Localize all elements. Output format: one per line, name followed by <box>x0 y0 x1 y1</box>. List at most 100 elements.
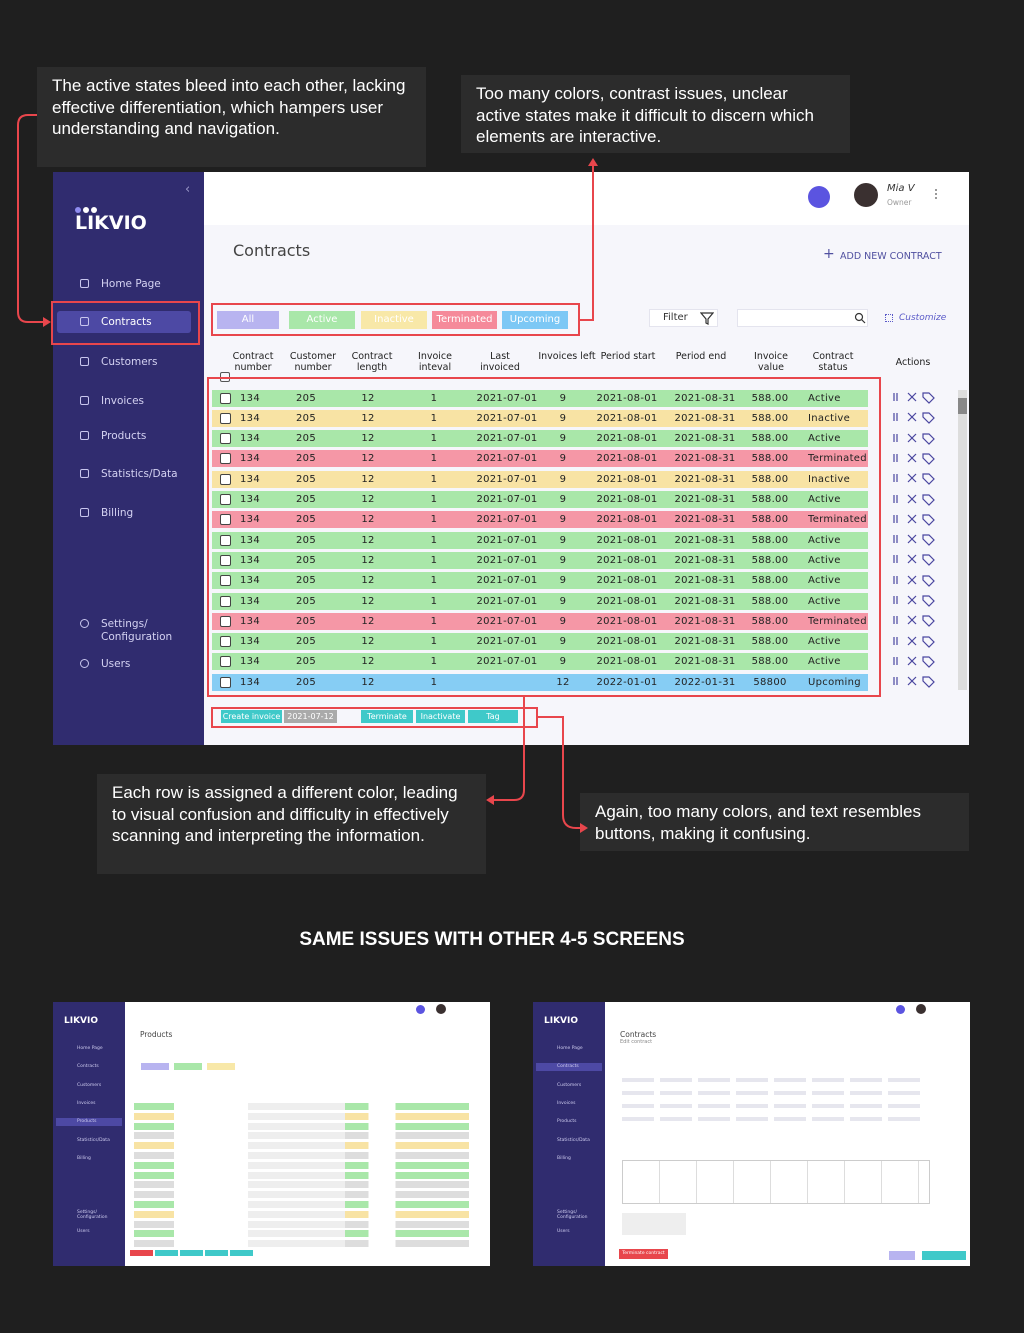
thumb-field <box>774 1104 806 1108</box>
avatar[interactable] <box>854 183 878 207</box>
row-checkbox[interactable] <box>220 575 231 587</box>
nav-icon <box>80 279 89 288</box>
table-row[interactable] <box>212 409 868 427</box>
table-row[interactable] <box>212 612 868 630</box>
row-checkbox[interactable] <box>220 453 231 465</box>
filter-tab[interactable]: Inactive <box>361 311 427 329</box>
row-actions[interactable] <box>890 613 940 628</box>
table-cell: 1 <box>430 514 438 526</box>
notification-bell[interactable] <box>808 186 830 208</box>
search-box[interactable] <box>737 309 868 327</box>
scrollbar-thumb[interactable] <box>958 398 967 414</box>
row-actions[interactable] <box>890 390 940 404</box>
table-cell: 12 <box>361 453 375 465</box>
table-row[interactable] <box>212 673 868 691</box>
row-actions[interactable] <box>890 410 940 425</box>
thumb-field <box>812 1078 844 1082</box>
row-actions[interactable] <box>890 634 940 648</box>
table-row[interactable] <box>212 592 868 610</box>
table-cell: 134 <box>240 473 260 485</box>
row-actions[interactable] <box>890 492 940 506</box>
row-actions[interactable] <box>890 552 940 567</box>
row-actions[interactable] <box>890 512 940 526</box>
row-checkbox[interactable] <box>220 392 231 404</box>
row-checkbox[interactable] <box>220 412 231 424</box>
row-checkbox[interactable] <box>220 473 231 485</box>
add-contract-button[interactable]: ADD NEW CONTRACT <box>840 251 942 262</box>
table-row[interactable] <box>212 491 868 508</box>
footer-button[interactable]: Create invoice <box>221 710 282 723</box>
row-actions[interactable] <box>890 593 940 607</box>
table-cell: 2021-07-01 <box>476 595 538 607</box>
footer-button[interactable]: Terminate <box>361 710 413 723</box>
table-cell: 2021-08-31 <box>674 656 736 668</box>
row-checkbox[interactable] <box>220 676 231 688</box>
table-row[interactable] <box>212 531 868 549</box>
table-cell: 9 <box>559 534 567 546</box>
row-actions[interactable] <box>890 573 940 587</box>
table-row[interactable] <box>212 389 868 407</box>
row-checkbox[interactable] <box>220 433 231 445</box>
collapse-icon[interactable]: ‹ <box>185 182 191 197</box>
table-cell: 134 <box>240 534 260 546</box>
table-cell: 2021-08-31 <box>674 494 736 505</box>
table-cell: 1 <box>430 433 438 445</box>
nav-item[interactable]: Home Page <box>101 278 161 290</box>
table-cell: 134 <box>240 595 260 607</box>
footer-button[interactable]: Inactivate <box>416 710 465 723</box>
nav-item[interactable]: Statistics/Data <box>101 468 178 480</box>
row-actions[interactable] <box>890 451 940 465</box>
table-row[interactable] <box>212 430 868 448</box>
row-actions[interactable] <box>890 654 940 668</box>
thumb-nav-item: Statistics/Data <box>557 1137 590 1143</box>
filter-tab[interactable]: Terminated <box>432 311 497 329</box>
table-cell: 2021-08-31 <box>674 433 736 445</box>
row-checkbox[interactable] <box>220 494 231 505</box>
row-checkbox[interactable] <box>220 636 231 648</box>
row-actions[interactable] <box>890 532 940 546</box>
table-row[interactable] <box>212 633 868 651</box>
filter-tab[interactable]: Upcoming <box>502 311 568 329</box>
row-checkbox[interactable] <box>220 656 231 668</box>
nav-item[interactable]: Settings/ Configuration <box>101 618 173 643</box>
thumb-nav-item: Statistics/Data <box>77 1137 110 1143</box>
row-actions[interactable] <box>890 674 940 689</box>
filter-tab[interactable]: Active <box>289 311 355 329</box>
table-cell: 1 <box>430 554 438 566</box>
table-row[interactable] <box>212 551 868 569</box>
kebab-menu[interactable] <box>935 189 937 191</box>
scrollbar[interactable] <box>958 390 967 690</box>
row-checkbox[interactable] <box>220 534 231 546</box>
nav-icon <box>80 317 89 326</box>
footer-button[interactable]: 2021-07-12 <box>284 710 337 723</box>
row-checkbox[interactable] <box>220 615 231 627</box>
annotation: Too many colors, contrast issues, unclea… <box>461 75 850 153</box>
nav-item[interactable]: Invoices <box>101 395 145 407</box>
column-header: Invoice value <box>754 351 788 373</box>
row-checkbox[interactable] <box>220 554 231 566</box>
table-row[interactable] <box>212 450 868 468</box>
row-checkbox[interactable] <box>220 514 231 526</box>
table-cell: 2021-08-01 <box>596 392 658 404</box>
annotation: Each row is assigned a different color, … <box>97 774 486 874</box>
table-row[interactable] <box>212 470 868 488</box>
table-cell: 2021-08-01 <box>596 473 658 485</box>
table-row[interactable] <box>212 572 868 590</box>
thumb-notes <box>622 1213 686 1235</box>
footer-button[interactable]: Tag <box>468 710 518 723</box>
row-actions[interactable] <box>890 471 940 486</box>
nav-item[interactable]: Contracts <box>101 316 152 328</box>
table-row[interactable] <box>212 653 868 671</box>
nav-item[interactable]: Billing <box>101 507 134 519</box>
nav-item[interactable]: Products <box>101 430 147 442</box>
nav-item[interactable]: Customers <box>101 356 158 368</box>
customize-link[interactable]: Customize <box>899 313 947 323</box>
thumb-field <box>812 1117 844 1121</box>
thumb-row <box>134 1230 469 1238</box>
filter-tab[interactable]: All <box>217 311 279 329</box>
row-actions[interactable] <box>890 431 940 445</box>
nav-item[interactable]: Users <box>101 658 131 670</box>
table-cell: 1 <box>430 453 438 465</box>
table-row[interactable] <box>212 511 868 529</box>
row-checkbox[interactable] <box>220 595 231 607</box>
